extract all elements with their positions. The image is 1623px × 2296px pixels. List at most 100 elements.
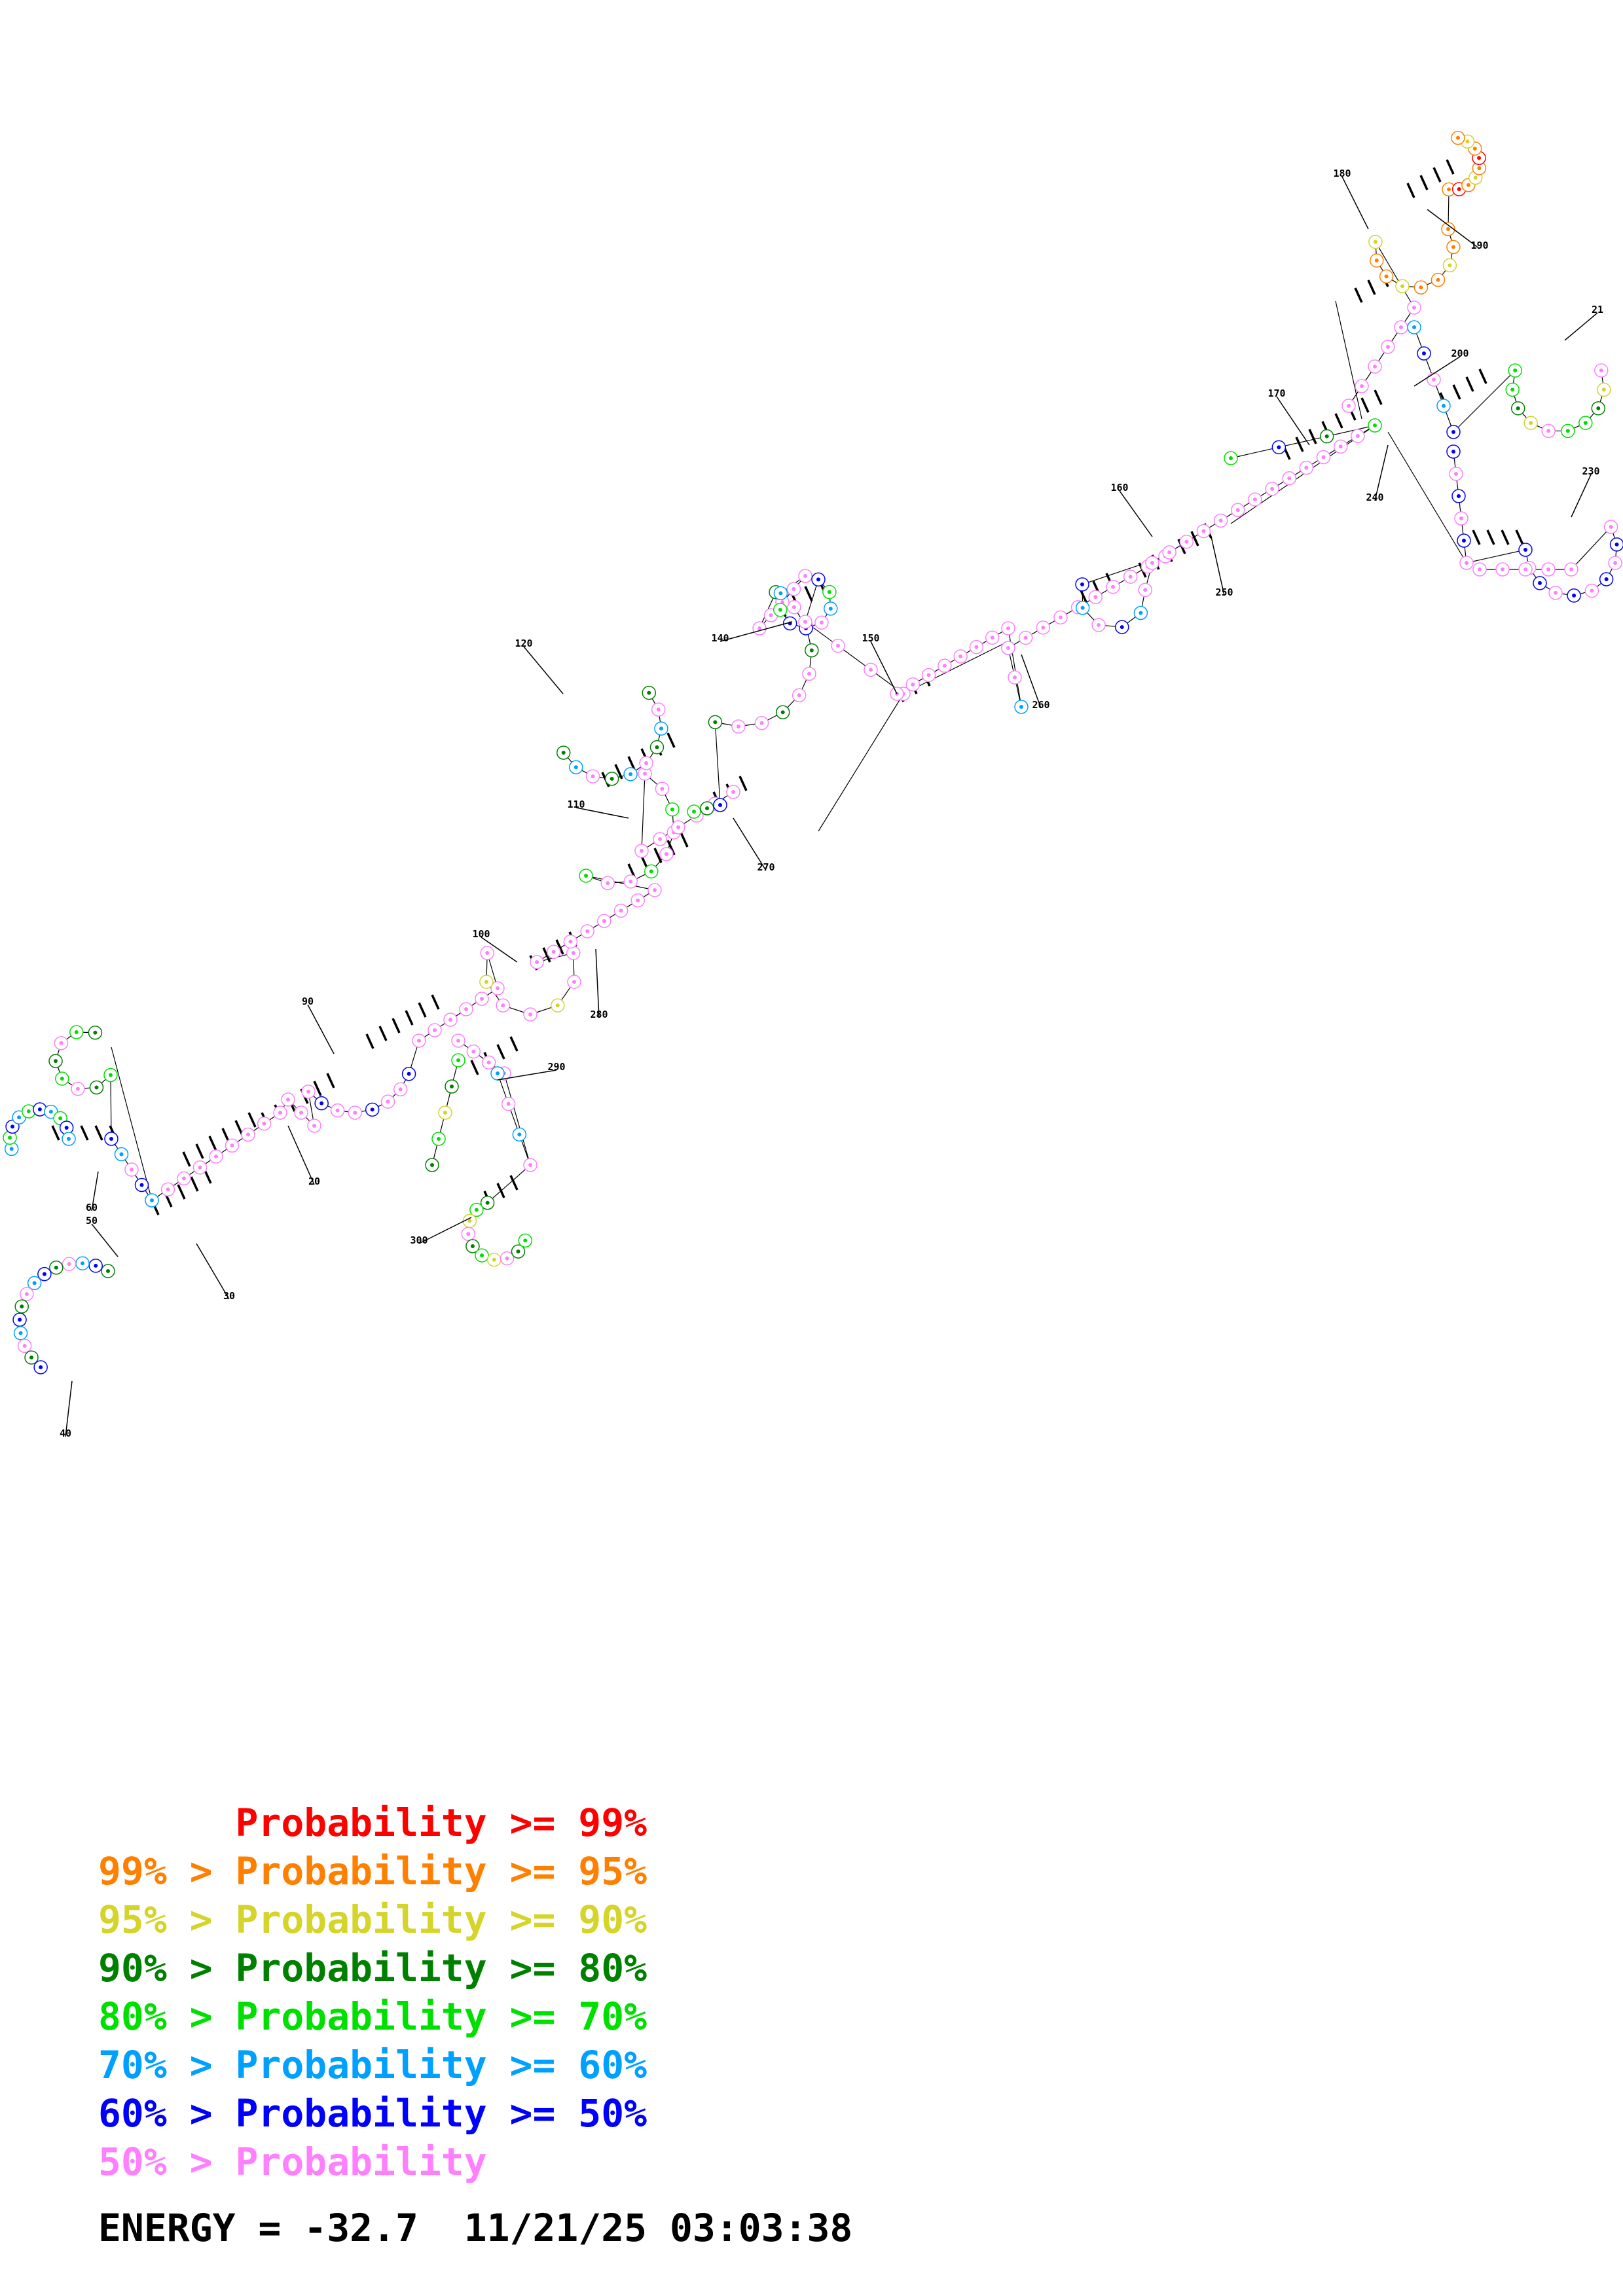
nucleotide-mark bbox=[1412, 306, 1416, 310]
base-pair-bond bbox=[1367, 279, 1376, 295]
base-pair-bond bbox=[555, 939, 564, 955]
nucleotide-mark bbox=[585, 929, 590, 933]
nucleotide-mark bbox=[809, 648, 814, 653]
nucleotide-mark bbox=[1277, 445, 1281, 450]
nucleotide-mark bbox=[1451, 450, 1455, 454]
backbone-segment bbox=[1335, 300, 1362, 420]
nucleotide-mark bbox=[108, 1073, 113, 1077]
nucleotide-mark bbox=[1614, 542, 1619, 547]
label-leader-line bbox=[1119, 490, 1153, 537]
nucleotide-mark bbox=[572, 980, 577, 984]
nucleotide-mark bbox=[658, 837, 662, 841]
label-leader-line bbox=[1276, 396, 1310, 446]
nucleotide-mark bbox=[1478, 567, 1482, 571]
nucleotide-mark bbox=[911, 682, 915, 687]
energy-value: ENERGY = -32.7 bbox=[98, 2206, 418, 2250]
nucleotide-mark bbox=[629, 772, 633, 776]
nucleotide-mark bbox=[67, 1137, 71, 1141]
base-pair-bond bbox=[1354, 287, 1363, 303]
backbone-segment bbox=[714, 722, 721, 806]
nucleotide-mark bbox=[797, 693, 801, 698]
nucleotide-mark bbox=[496, 1071, 500, 1075]
label-leader-line bbox=[733, 817, 767, 871]
base-pair-bond bbox=[195, 1143, 204, 1159]
nucleotide-mark bbox=[10, 1124, 15, 1129]
nucleotide-mark bbox=[1565, 429, 1570, 433]
legend-text: Probability >= 70% bbox=[235, 1994, 647, 2039]
nucleotide-mark bbox=[1080, 582, 1085, 586]
nucleotide-mark bbox=[1419, 285, 1423, 290]
nucleotide-mark bbox=[8, 1136, 12, 1140]
base-pair-bond bbox=[666, 732, 676, 748]
nucleotide-mark bbox=[29, 1355, 34, 1360]
nucleotide-mark bbox=[58, 1116, 63, 1121]
nucleotide-mark bbox=[1554, 590, 1558, 595]
rna-secondary-structure-diagram: 20 30 40 50 60 90 100 110 120 140 150 160 170 180 190 2… bbox=[3, 130, 1623, 1439]
energy-footer: ENERGY = -32.7 11/21/25 03:03:38 bbox=[98, 2206, 852, 2250]
nucleotide-mark bbox=[653, 888, 657, 892]
nucleotide-mark bbox=[306, 1089, 311, 1094]
timestamp: 11/21/25 03:03:38 bbox=[464, 2206, 853, 2250]
position-label: 180 bbox=[1333, 168, 1351, 179]
label-leader-line bbox=[595, 948, 600, 1018]
nucleotide-mark bbox=[602, 919, 606, 924]
nucleotide-mark bbox=[335, 1108, 340, 1113]
nucleotide-mark bbox=[1599, 368, 1603, 373]
base-pair-bond bbox=[1465, 376, 1474, 392]
nucleotide-mark bbox=[528, 1163, 532, 1167]
nucleotide-mark bbox=[517, 1132, 522, 1137]
legend-text: Probability bbox=[235, 2140, 487, 2184]
nucleotide-mark bbox=[139, 1183, 144, 1187]
base-pair-bond bbox=[378, 1026, 388, 1041]
nucleotide-mark bbox=[1472, 147, 1477, 151]
base-pair-bond bbox=[1374, 389, 1383, 405]
position-label: 250 bbox=[1215, 586, 1233, 598]
position-label: 240 bbox=[1366, 492, 1383, 503]
nucleotide-mark bbox=[1442, 404, 1446, 408]
nucleotide-mark bbox=[1184, 539, 1189, 544]
base-pair-bonds bbox=[51, 159, 1524, 1215]
base-pair-bond bbox=[496, 1044, 505, 1060]
nucleotide-mark bbox=[1459, 516, 1463, 520]
nucleotide-mark bbox=[1128, 575, 1133, 579]
position-label: 100 bbox=[472, 928, 490, 940]
nucleotide-mark bbox=[433, 1028, 437, 1032]
nucleotide-mark bbox=[731, 790, 735, 794]
nucleotide-mark bbox=[1384, 274, 1389, 279]
base-pair-bond bbox=[1472, 529, 1481, 545]
nucleotide-mark bbox=[869, 668, 873, 672]
nucleotide-mark bbox=[437, 1137, 441, 1141]
legend-row: 80% > Probability >= 70% bbox=[98, 1992, 647, 2041]
legend-row: 95% > Probability >= 90% bbox=[98, 1895, 647, 1944]
nucleotide-mark bbox=[640, 849, 644, 853]
nucleotide-mark bbox=[1609, 525, 1613, 529]
nucleotide-mark bbox=[819, 620, 824, 625]
nucleotide-mark bbox=[299, 1111, 303, 1115]
nucleotide-mark bbox=[506, 1102, 511, 1106]
label-leader-line bbox=[720, 621, 793, 642]
base-pair-bond bbox=[418, 1002, 427, 1018]
legend-prefix: 80% > bbox=[98, 1994, 236, 2039]
nucleotide-mark bbox=[1457, 187, 1461, 192]
label-leader-line bbox=[870, 641, 898, 694]
label-leader-line bbox=[196, 1243, 230, 1300]
nucleotide-mark bbox=[18, 1318, 22, 1322]
base-pair-bond bbox=[509, 1036, 519, 1052]
nucleotide-mark bbox=[480, 997, 484, 1001]
nucleotide-mark bbox=[643, 772, 647, 776]
position-label: 50 bbox=[86, 1215, 98, 1227]
nucleotide-mark bbox=[1120, 625, 1124, 630]
nucleotide-mark bbox=[496, 986, 500, 990]
nucleotide-mark bbox=[312, 1124, 316, 1128]
nucleotide-mark bbox=[130, 1168, 134, 1172]
nucleotide-mark bbox=[644, 761, 649, 766]
backbone-segment bbox=[1326, 425, 1376, 437]
nucleotide-mark bbox=[1466, 183, 1470, 187]
nucleotide-mark bbox=[166, 1187, 170, 1192]
nucleotide-mark bbox=[1111, 584, 1115, 589]
nucleotide-mark bbox=[1006, 626, 1010, 630]
backbone-segment bbox=[903, 641, 1009, 694]
position-labels: 20 30 40 50 60 90 100 110 120 140 150 160 170 180 190 2… bbox=[60, 168, 1603, 1439]
nucleotide-mark bbox=[1360, 384, 1364, 388]
position-label: 21 bbox=[1592, 304, 1603, 315]
